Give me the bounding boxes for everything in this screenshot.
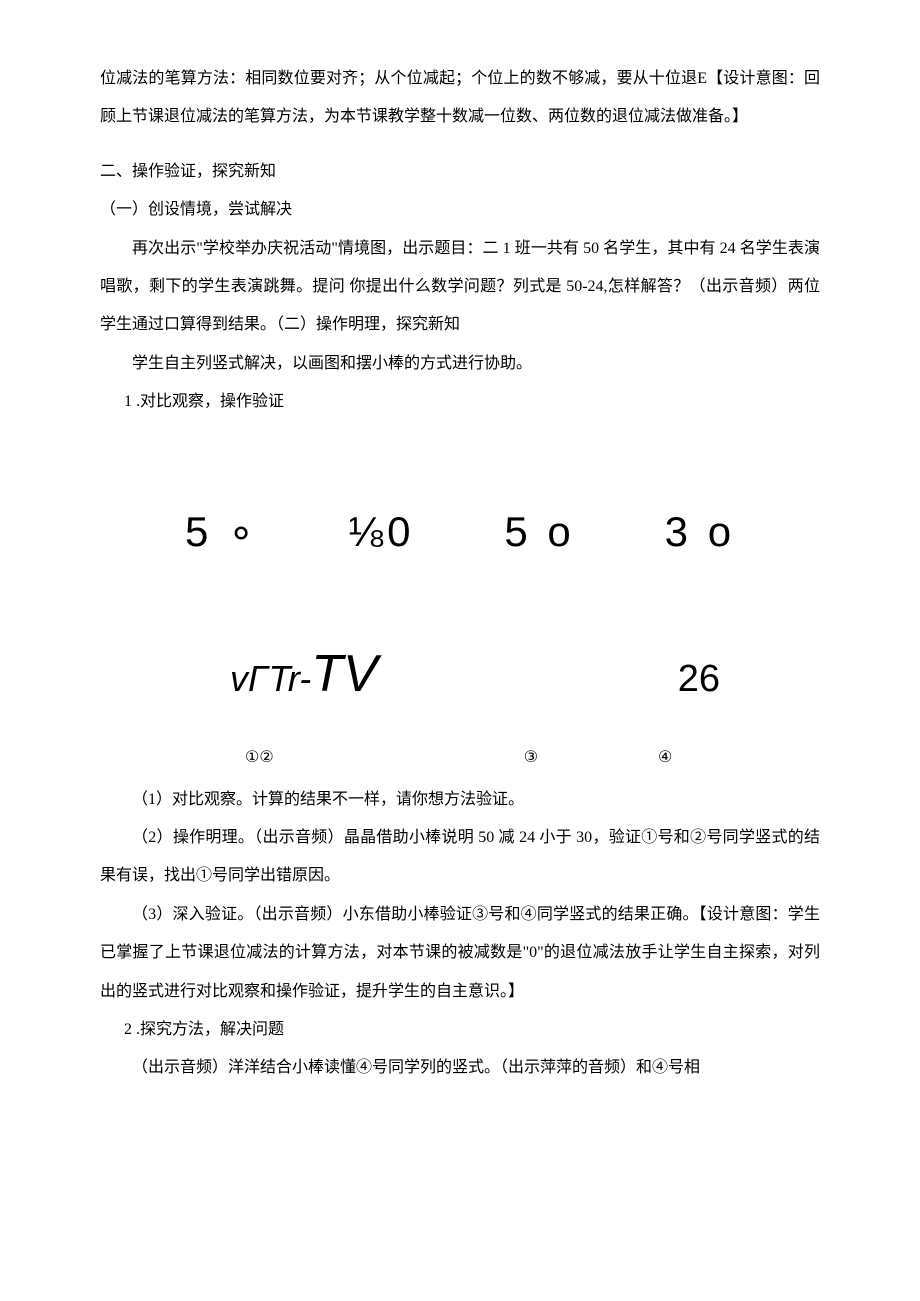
analysis-p3: （3）深入验证。（出示音频）小东借助小棒验证③号和④同学竖式的结果正确。【设计意… bbox=[100, 896, 820, 1011]
analysis-p2: （2）操作明理。（出示音频）晶晶借助小棒说明 50 减 24 小于 30，验证①… bbox=[100, 819, 820, 896]
circle-label-3: ③ bbox=[524, 745, 538, 771]
math-expressions-row: 5 ∘ ⅛0 5 o 3 o bbox=[100, 482, 820, 583]
math-item-1: 5 ∘ bbox=[185, 482, 258, 583]
math-item-3: 5 o bbox=[504, 482, 574, 583]
result-left-big: TV bbox=[311, 645, 377, 703]
analysis-p1: （1）对比观察。计算的结果不一样，请你想方法验证。 bbox=[100, 781, 820, 819]
result-row: vΓTr-TV 26 bbox=[100, 612, 820, 737]
item1-heading: 1 .对比观察，操作验证 bbox=[100, 383, 820, 421]
circle-label-12: ①② bbox=[245, 745, 274, 771]
item2-heading: 2 .探究方法，解决问题 bbox=[100, 1011, 820, 1049]
intro-paragraph: 位减法的笔算方法：相同数位要对齐；从个位减起；个位上的数不够减，要从十位退E【设… bbox=[100, 60, 820, 137]
sub1-paragraph-2: 学生自主列竖式解决，以画图和摆小棒的方式进行协助。 bbox=[100, 345, 820, 383]
result-left: vΓTr-TV bbox=[230, 612, 378, 737]
result-right: 26 bbox=[678, 634, 720, 725]
sub1-paragraph-1: 再次出示"学校举办庆祝活动"情境图，出示题目：二 1 班一共有 50 名学生，其… bbox=[100, 230, 820, 345]
result-left-prefix: vΓTr- bbox=[230, 658, 311, 699]
math-item-2: ⅛0 bbox=[348, 482, 414, 583]
math-item-4: 3 o bbox=[665, 482, 735, 583]
circles-row: ①② ③ ④ bbox=[100, 745, 820, 771]
section-2-heading: 二、操作验证，探究新知 bbox=[100, 153, 820, 191]
sub1-heading: （一）创设情境，尝试解决 bbox=[100, 191, 820, 229]
item2-p1: （出示音频）洋洋结合小棒读懂④号同学列的竖式。（出示萍萍的音频）和④号相 bbox=[100, 1049, 820, 1087]
circle-label-4: ④ bbox=[658, 745, 672, 771]
